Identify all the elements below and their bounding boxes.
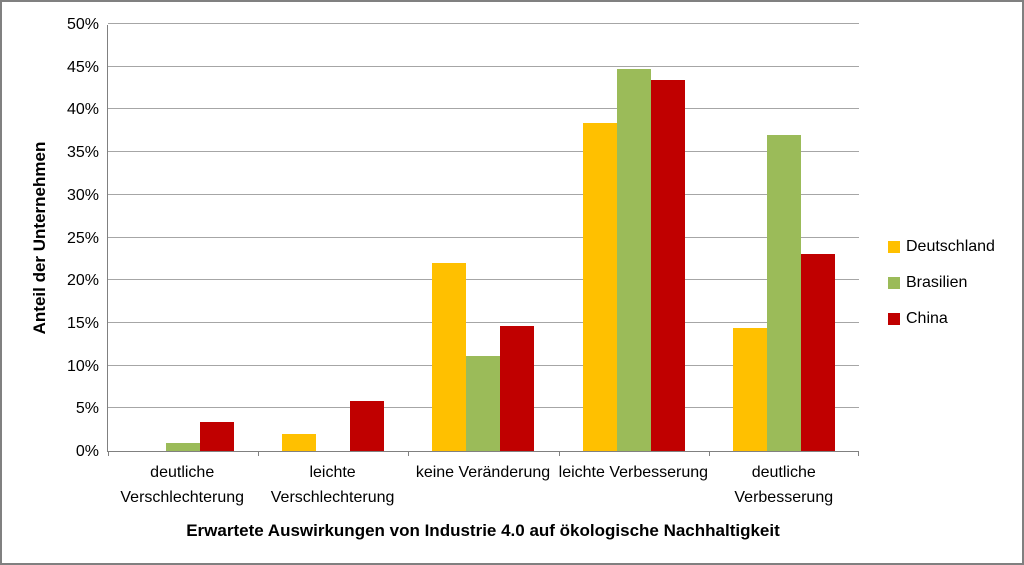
bar-china-3 — [500, 325, 535, 451]
x-axis-tick — [558, 451, 560, 456]
y-tick-label: 30% — [66, 186, 99, 204]
bar-group — [559, 25, 709, 451]
gridline — [108, 193, 859, 195]
bar-china-5 — [800, 254, 835, 451]
category-label: deutliche Verschlechterung — [120, 464, 245, 506]
y-tick-label: 20% — [66, 272, 99, 290]
y-tick-label: 25% — [66, 229, 99, 247]
x-axis-ticks — [108, 25, 859, 456]
category-label: leichte Verbesserung — [558, 464, 709, 481]
y-tick-label: 0% — [75, 443, 99, 460]
bar-group — [709, 25, 859, 451]
gridline — [108, 108, 859, 110]
x-axis-tick — [858, 451, 859, 456]
bar-brasilien-5 — [766, 134, 801, 451]
bar-brasilien-1 — [166, 443, 201, 451]
bar-deutschland-5 — [732, 328, 767, 451]
legend-label: Deutschland — [906, 238, 995, 255]
legend-label: Brasilien — [906, 274, 968, 291]
bar-china-2 — [350, 400, 385, 451]
gridline — [108, 279, 859, 281]
category-label: leichte Verschlechterung — [270, 464, 395, 506]
x-axis-tick — [108, 451, 109, 456]
bar-china-1 — [200, 422, 235, 451]
bar-group — [408, 25, 558, 451]
bar-deutschland-3 — [432, 262, 467, 451]
gridline — [108, 321, 859, 323]
x-axis-title: Erwartete Auswirkungen von Industrie 4.0… — [186, 521, 780, 540]
legend-item-brasilien: Brasilien — [888, 272, 995, 294]
bar-groups — [108, 25, 859, 451]
y-tick-label: 45% — [66, 58, 99, 76]
legend-swatch-china — [888, 313, 900, 325]
plot-area — [107, 23, 859, 456]
bar-brasilien-4 — [616, 69, 651, 451]
bar-china-4 — [650, 79, 685, 451]
bar-group — [258, 25, 408, 451]
y-tick-label: 35% — [66, 144, 99, 162]
y-tick-label: 40% — [66, 101, 99, 119]
x-axis-tick — [408, 451, 410, 456]
category-label: deutliche Verbesserung — [734, 464, 834, 506]
legend-label: China — [906, 310, 948, 327]
gridline — [108, 23, 859, 24]
y-tick-label: 5% — [75, 400, 99, 418]
bar-brasilien-3 — [466, 355, 501, 451]
bar-deutschland-2 — [282, 433, 317, 451]
gridline — [108, 236, 859, 238]
legend: Deutschland Brasilien China — [888, 236, 995, 344]
x-axis-tick — [258, 451, 260, 456]
y-tick-label: 15% — [66, 314, 99, 332]
legend-swatch-brasilien — [888, 277, 900, 289]
legend-item-deutschland: Deutschland — [888, 236, 995, 258]
y-tick-label: 50% — [66, 16, 99, 33]
gridline — [108, 65, 859, 67]
bar-group — [108, 25, 258, 451]
bar-deutschland-4 — [582, 122, 617, 451]
x-axis-tick — [708, 451, 710, 456]
legend-swatch-deutschland — [888, 241, 900, 253]
y-tick-label: 10% — [66, 357, 99, 375]
gridline — [108, 151, 859, 153]
x-axis-category-labels: deutliche Verschlechterung leichte Versch… — [107, 460, 859, 510]
legend-item-china: China — [888, 308, 995, 330]
category-label: keine Veränderung — [415, 464, 551, 481]
y-axis-tick-labels: 0% 5% 10% 15% 20% 25% 30% 35% 40% 45% 50% — [2, 2, 99, 563]
